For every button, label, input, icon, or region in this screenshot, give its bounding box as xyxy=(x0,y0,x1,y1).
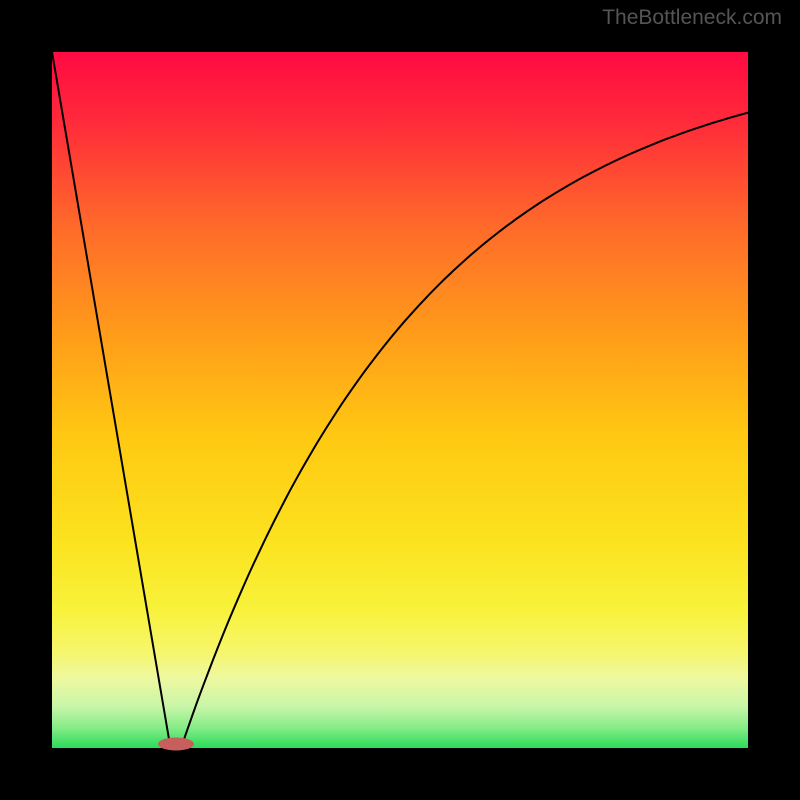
chart-svg xyxy=(0,0,800,800)
minimum-marker xyxy=(158,738,194,751)
plot-area xyxy=(52,52,748,748)
watermark-label: TheBottleneck.com xyxy=(602,6,782,30)
chart-container: TheBottleneck.com xyxy=(0,0,800,800)
